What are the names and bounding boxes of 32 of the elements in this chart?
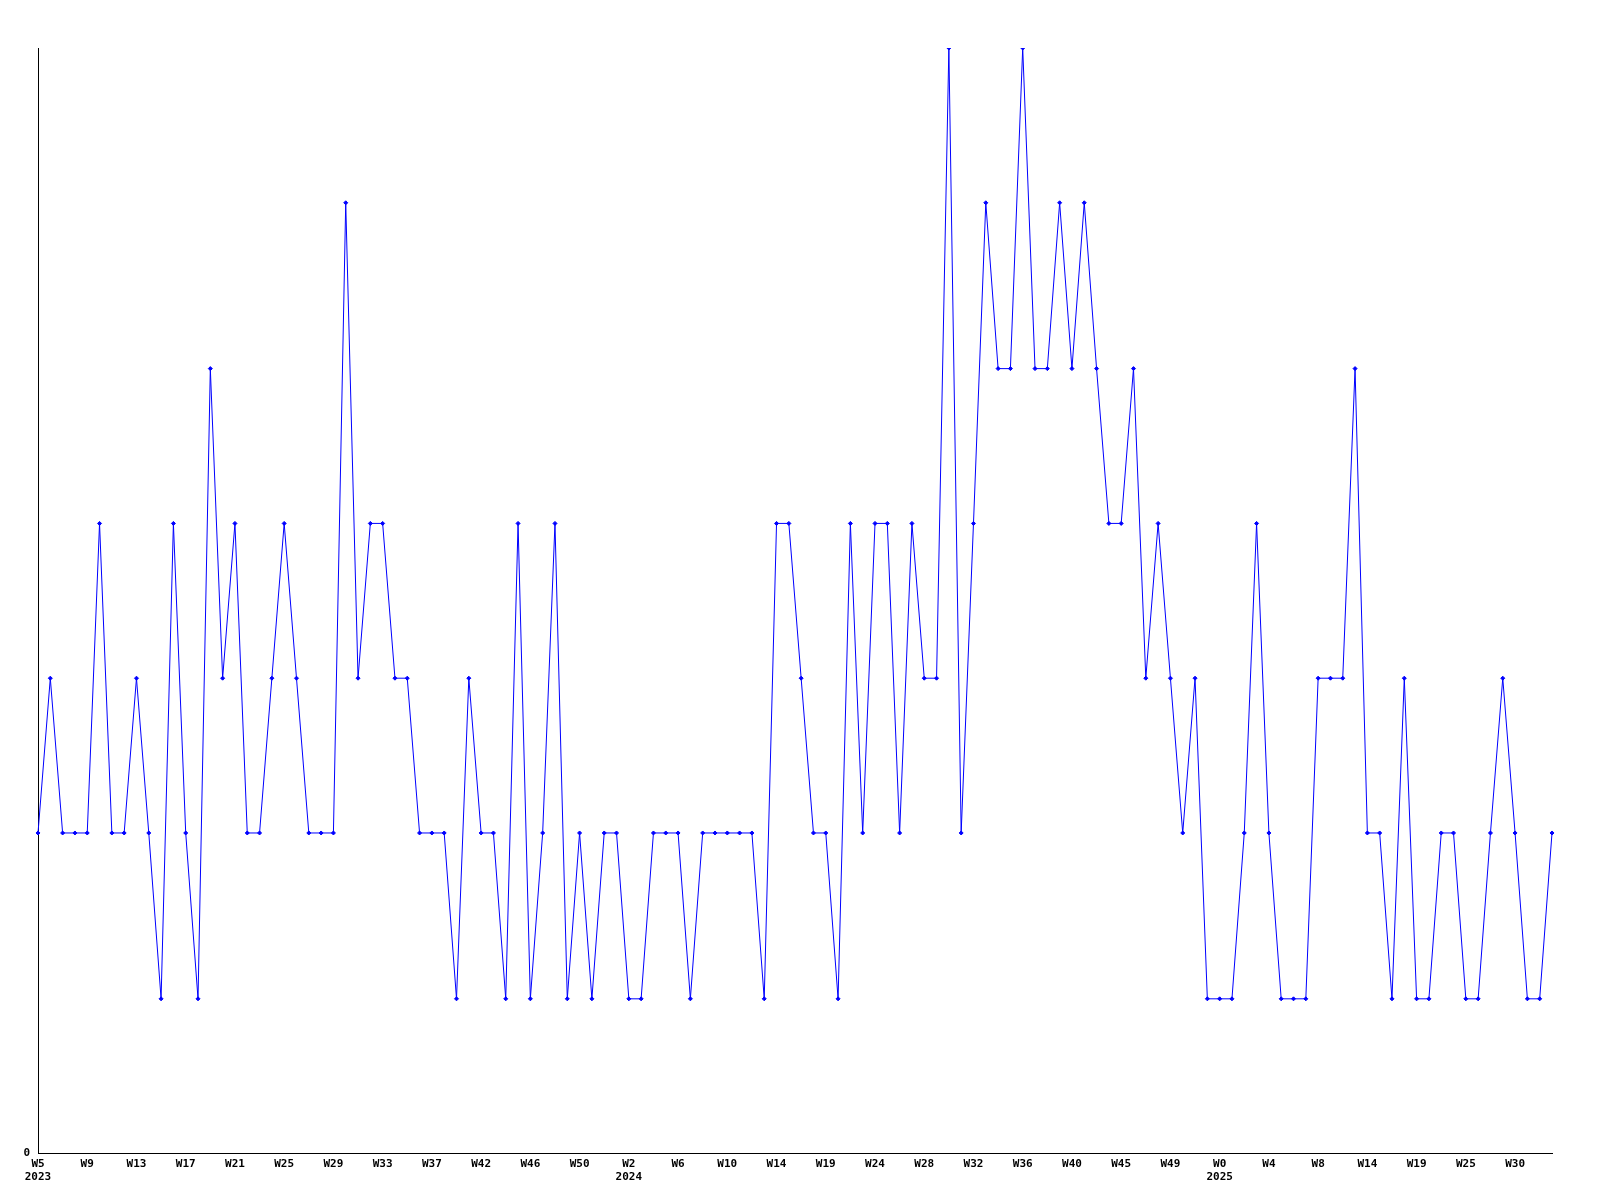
x-tick-label: W33 <box>372 1157 393 1171</box>
x-tick-label: W14 <box>766 1157 787 1171</box>
x-tick-label: W19 <box>1406 1157 1427 1171</box>
x-tick-label: W46 <box>520 1157 541 1171</box>
x-tick-label: W30 <box>1505 1157 1526 1171</box>
x-tick-label: W9 <box>80 1157 94 1171</box>
x-tick-label: W37 <box>421 1157 442 1171</box>
x-tick-label: W13 <box>126 1157 147 1171</box>
x-tick-label: W25 <box>274 1157 295 1171</box>
x-tick-label: W19 <box>815 1157 836 1171</box>
x-tick-label: W2 2024 <box>615 1157 643 1184</box>
x-tick-label: W17 <box>175 1157 196 1171</box>
x-tick-label: W14 <box>1357 1157 1378 1171</box>
x-tick-label: W4 <box>1262 1157 1276 1171</box>
x-tick-label: W10 <box>717 1157 738 1171</box>
x-tick-label: W28 <box>914 1157 935 1171</box>
x-tick-label: W24 <box>865 1157 886 1171</box>
x-tick-label: W0 2025 <box>1206 1157 1233 1184</box>
x-tick-label: W45 <box>1111 1157 1132 1171</box>
x-tick-label: W32 <box>963 1157 984 1171</box>
x-tick-label: W50 <box>569 1157 590 1171</box>
x-tick-label: W42 <box>471 1157 492 1171</box>
x-tick-label: W25 <box>1455 1157 1476 1171</box>
x-tick-label: W6 <box>671 1157 686 1171</box>
x-tick-label: W5 2023 <box>24 1157 52 1184</box>
text: 0 <box>23 1146 30 1160</box>
x-tick-label: W8 <box>1311 1157 1325 1171</box>
x-tick-label: W21 <box>225 1157 246 1171</box>
x-tick-label: W49 <box>1160 1157 1181 1171</box>
x-tick-label: W29 <box>323 1157 344 1171</box>
x-tick-label: W36 <box>1012 1157 1034 1171</box>
x-tick-label: W40 <box>1062 1157 1082 1171</box>
